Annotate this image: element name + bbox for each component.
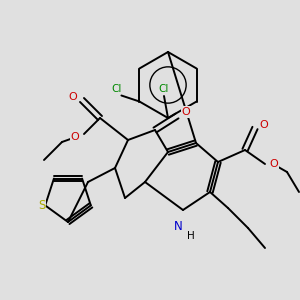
Text: Cl: Cl xyxy=(159,84,169,94)
Text: O: O xyxy=(260,120,268,130)
Text: O: O xyxy=(270,159,278,169)
Text: O: O xyxy=(182,107,190,117)
Text: Cl: Cl xyxy=(111,83,122,94)
Text: O: O xyxy=(69,92,77,102)
Text: S: S xyxy=(38,199,46,212)
Text: H: H xyxy=(187,231,195,241)
Text: O: O xyxy=(70,132,80,142)
Text: N: N xyxy=(174,220,182,232)
